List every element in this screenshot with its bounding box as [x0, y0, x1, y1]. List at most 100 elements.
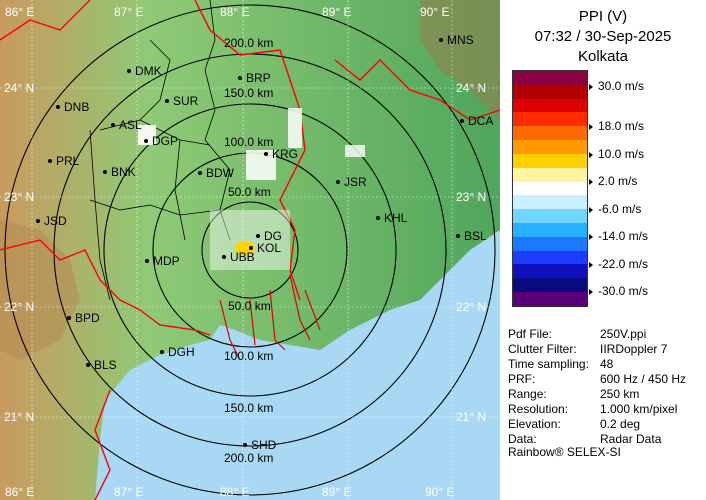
- meta-value: 250V.ppi: [600, 327, 647, 341]
- legend-label: 10.0 m/s: [589, 147, 644, 161]
- lon-label: 89° E: [322, 485, 351, 499]
- hills-nw: [0, 220, 80, 360]
- lon-label: 88° E: [220, 5, 249, 19]
- color-swatch: [513, 292, 587, 306]
- site-name: Kolkata: [577, 48, 629, 65]
- station-label: SHD: [251, 438, 277, 452]
- station-label: DCA: [468, 114, 493, 128]
- meta-key: PRF:: [508, 372, 536, 386]
- station-label: MNS: [447, 33, 474, 47]
- color-swatch: [513, 195, 587, 210]
- legend-label: -30.0 m/s: [589, 284, 648, 298]
- lat-label: 22° N: [456, 300, 486, 314]
- range-label: 200.0 km: [224, 36, 273, 50]
- meta-row: Clutter Filter: IIRDoppler 7: [508, 342, 667, 356]
- station-label: BSL: [464, 229, 487, 243]
- lat-label: 21° N: [456, 410, 486, 424]
- meta-value: 1.000 km/pixel: [600, 402, 678, 416]
- lon-label: 90° E: [420, 5, 449, 19]
- meta-row: Elevation: 0.2 deg: [508, 417, 640, 431]
- station-label: JSR: [344, 175, 367, 189]
- meta-value: 600 Hz / 450 Hz: [600, 372, 687, 386]
- color-swatch: [513, 153, 587, 168]
- legend-label: -22.0 m/s: [589, 257, 648, 271]
- lat-label: 24° N: [456, 81, 486, 95]
- lon-label: 87° E: [114, 485, 143, 499]
- footer-credit: Rainbow® SELEX-SI: [508, 445, 621, 459]
- range-label: 100.0 km: [224, 349, 273, 363]
- lat-label: 24° N: [4, 81, 34, 95]
- meta-key: Range:: [508, 387, 547, 401]
- station-label: SUR: [173, 94, 199, 108]
- meta-key: Clutter Filter:: [508, 342, 577, 356]
- state-borders: [0, 0, 500, 500]
- legend-label: 30.0 m/s: [589, 79, 644, 93]
- meta-row: Data: Radar Data: [508, 432, 661, 446]
- color-swatch: [513, 181, 587, 196]
- range-rings: [4, 4, 496, 496]
- lat-label: 23° N: [4, 190, 34, 204]
- stations: MNS DMK BRP DNB SUR DCA ASL DGP KRG PRL …: [36, 33, 493, 452]
- range-label: 200.0 km: [224, 451, 273, 465]
- echo-core: [235, 241, 255, 255]
- color-swatch: [513, 112, 587, 127]
- legend-label: -14.0 m/s: [589, 229, 648, 243]
- meta-value: 48: [600, 357, 614, 371]
- station-label: BPD: [75, 311, 100, 325]
- lon-label: 87° E: [114, 5, 143, 19]
- meta-key: Elevation:: [508, 417, 561, 431]
- product-title: PPI (V): [578, 8, 628, 25]
- range-label: 50.0 km: [228, 185, 271, 199]
- meta-row: Resolution: 1.000 km/pixel: [508, 402, 677, 416]
- lon-label: 89° E: [322, 5, 351, 19]
- meta-row: PRF: 600 Hz / 450 Hz: [508, 372, 686, 386]
- station-label: BRP: [246, 71, 271, 85]
- color-scale: [512, 70, 588, 307]
- timestamp: 07:32 / 30-Sep-2025: [534, 28, 672, 45]
- station-label: KOL: [257, 241, 281, 255]
- lat-label: 22° N: [4, 300, 34, 314]
- meta-value: IIRDoppler 7: [600, 342, 668, 356]
- meta-key: Resolution:: [508, 402, 569, 416]
- station-label: MDP: [153, 254, 180, 268]
- lon-label: 90° E: [425, 485, 454, 499]
- range-labels: 200.0 km 150.0 km 100.0 km 50.0 km 50.0 …: [224, 36, 273, 465]
- radar-map: 86° E 87° E 88° E 89° E 90° E 86° E 87° …: [0, 0, 500, 500]
- station-label: KHL: [384, 211, 408, 225]
- station-label: BLS: [94, 358, 117, 372]
- legend-label: -6.0 m/s: [589, 202, 641, 216]
- station-label: UBB: [230, 250, 255, 264]
- station-label: BNK: [111, 165, 136, 179]
- meta-value: 250 km: [600, 387, 640, 401]
- lat-label: 23° N: [456, 190, 486, 204]
- lon-label: 86° E: [5, 5, 34, 19]
- station-label: KRG: [272, 147, 298, 161]
- meta-row: Range: 250 km: [508, 387, 639, 401]
- color-swatch: [513, 98, 587, 113]
- range-label: 50.0 km: [228, 299, 271, 313]
- station-label: DGP: [152, 134, 178, 148]
- range-label: 100.0 km: [224, 135, 273, 149]
- station-label: ASL: [119, 118, 142, 132]
- color-swatch: [513, 126, 587, 141]
- range-label: 150.0 km: [224, 86, 273, 100]
- color-swatch: [513, 71, 587, 85]
- hills-ne: [420, 0, 500, 120]
- info-panel: PPI (V) 07:32 / 30-Sep-2025 Kolkata 30.0…: [500, 0, 706, 500]
- color-swatch: [513, 264, 587, 279]
- color-swatch: [513, 236, 587, 251]
- meta-row: Time sampling: 48: [508, 357, 613, 371]
- color-swatch: [513, 222, 587, 237]
- district-borders: [89, 0, 231, 301]
- meta-row: Pdf File: 250V.ppi: [508, 327, 646, 341]
- meta-key: Pdf File:: [508, 327, 553, 341]
- lon-labels: 86° E 87° E 88° E 89° E 90° E 86° E 87° …: [5, 5, 454, 499]
- range-label: 150.0 km: [224, 401, 273, 415]
- legend-label: 2.0 m/s: [589, 174, 637, 188]
- lon-label: 86° E: [5, 485, 34, 499]
- station-label: DGH: [168, 345, 195, 359]
- lat-labels: 24° N 23° N 22° N 21° N 24° N 23° N 22° …: [4, 81, 486, 424]
- color-swatch: [513, 209, 587, 223]
- station-label: DG: [264, 229, 282, 243]
- lon-label: 88° E: [220, 485, 249, 499]
